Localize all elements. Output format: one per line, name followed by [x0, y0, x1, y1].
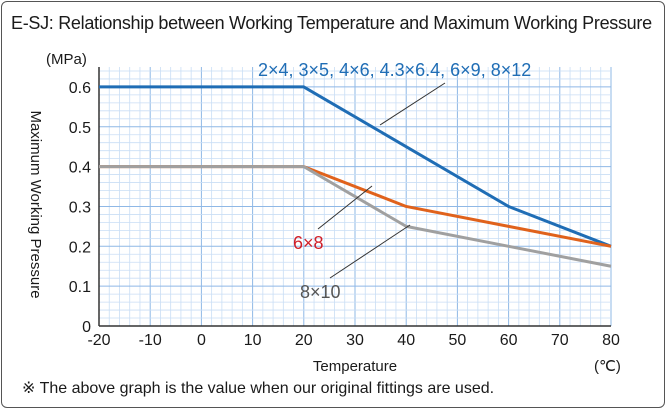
x-tick-label: -10 [139, 332, 162, 349]
series-line-3 [99, 165, 612, 268]
y-tick-label: 0.6 [69, 80, 91, 97]
y-axis-unit: (MPa) [46, 51, 87, 68]
y-tick-label: 0.3 [69, 199, 91, 216]
x-tick-label: 80 [602, 332, 620, 349]
series-label-3: 8×10 [300, 282, 341, 302]
x-tick-label: 20 [295, 332, 313, 349]
x-tick-label: 10 [244, 332, 262, 349]
leader-line-3 [329, 224, 411, 279]
leader-line-2 [317, 185, 373, 230]
y-tick-label: 0 [82, 319, 91, 336]
x-tick-label: 30 [346, 332, 364, 349]
x-tick-label: 60 [500, 332, 518, 349]
y-tick-label: 0.4 [69, 160, 91, 177]
x-tick-label: 70 [551, 332, 569, 349]
x-tick-label: 0 [197, 332, 206, 349]
chart-title: E-SJ: Relationship between Working Tempe… [11, 13, 652, 33]
x-tick-label: 50 [449, 332, 467, 349]
y-tick-label: 0.5 [69, 120, 91, 137]
x-tick-label: 40 [397, 332, 415, 349]
leader-line-1 [379, 82, 446, 126]
y-axis-label: Maximum Working Pressure [27, 110, 44, 298]
x-tick-label: -20 [87, 332, 110, 349]
y-tick-label: 0.2 [69, 239, 91, 256]
series-label-2: 6×8 [293, 233, 324, 253]
y-tick-label: 0.1 [69, 279, 91, 296]
series-line-1 [99, 85, 612, 248]
x-axis-unit: (℃) [594, 358, 621, 375]
x-axis-label: Temperature [313, 358, 397, 375]
footnote: ※ The above graph is the value when our … [22, 380, 495, 397]
series-label-1: 2×4, 3×5, 4×6, 4.3×6.4, 6×9, 8×12 [258, 60, 531, 80]
